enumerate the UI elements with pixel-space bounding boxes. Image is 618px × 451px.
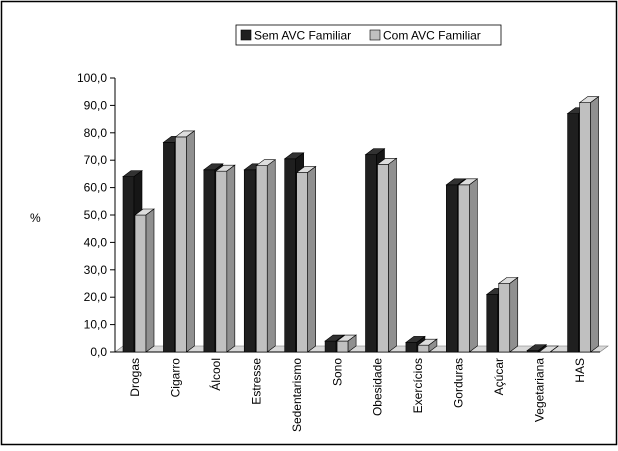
category-label: Exercícios: [411, 358, 425, 413]
category-label: Gorduras: [452, 358, 466, 408]
category-label: Drogas: [128, 358, 142, 397]
bar: [417, 344, 430, 353]
bar: [377, 164, 389, 353]
bar-side-face: [590, 96, 599, 353]
bar: [486, 294, 499, 353]
y-tick-label: 0,0: [90, 345, 107, 359]
legend-swatch-sem-avc: [240, 29, 252, 41]
category-label: Açúcar: [492, 358, 506, 395]
bar: [203, 169, 216, 353]
category-label: Cigarro: [169, 358, 183, 398]
bar-side-face: [145, 208, 155, 353]
legend-label-com-avc: Com AVC Familiar: [383, 29, 481, 43]
bar: [405, 342, 418, 353]
y-tick-label: 60,0: [84, 181, 108, 195]
legend-swatch-com-avc: [369, 29, 381, 41]
legend-label-sem-avc: Sem AVC Familiar: [254, 29, 351, 43]
bar-side-face: [537, 344, 547, 353]
labels-layer: 0,0 10,0 20,0 30,0 40,0 50,0 60,0 70,0 80,0 90,0 1…: [77, 71, 587, 432]
bar: [336, 340, 349, 353]
category-label: HAS: [573, 358, 587, 383]
bar: [365, 154, 377, 353]
y-axis-label: %: [30, 211, 41, 225]
y-tick-label: 70,0: [84, 153, 108, 167]
category-label: Estresse: [249, 358, 263, 405]
y-tick-label: 40,0: [84, 235, 108, 249]
category-label: Sono: [330, 358, 344, 386]
bar: [134, 214, 147, 353]
bar: [446, 184, 458, 353]
bar: [498, 283, 511, 353]
bar: [567, 113, 579, 353]
bar: [215, 170, 228, 353]
bar: [296, 172, 308, 353]
y-tick-label: 30,0: [84, 263, 108, 277]
y-tick-label: 90,0: [84, 98, 108, 112]
y-tick-label: 100,0: [77, 71, 107, 85]
bar: [163, 142, 175, 353]
bars-layer: [122, 96, 600, 353]
y-tick-label: 80,0: [84, 126, 108, 140]
bar-side-face: [428, 338, 438, 353]
category-label: Álcool: [208, 358, 223, 391]
y-tick-label: 10,0: [84, 318, 108, 332]
bar-side-face: [509, 276, 519, 353]
bar-side-face: [226, 164, 236, 353]
y-tick-label: 50,0: [84, 208, 108, 222]
category-label: Obesidade: [371, 358, 385, 416]
bar: [579, 102, 591, 353]
bar: [122, 176, 135, 353]
bar-side-face: [549, 345, 559, 353]
bar: [255, 165, 268, 353]
legend: Sem AVC Familiar Com AVC Familiar: [235, 24, 502, 46]
bar: [175, 136, 187, 353]
category-label: Vegetariana: [532, 358, 546, 422]
bar: [324, 340, 337, 353]
legend-box: [235, 24, 502, 46]
bar: [284, 158, 296, 353]
bar-side-face: [469, 178, 478, 353]
bar-side-face: [307, 165, 316, 353]
bar-side-face: [266, 159, 276, 353]
bar-side-face: [186, 130, 195, 353]
bar-side-face: [347, 334, 357, 353]
bar-side-face: [388, 157, 397, 353]
y-tick-label: 20,0: [84, 290, 108, 304]
bar: [458, 184, 470, 353]
axis-layer: [110, 77, 609, 353]
bar: [243, 169, 256, 353]
category-label: Sedentarismo: [290, 358, 304, 432]
